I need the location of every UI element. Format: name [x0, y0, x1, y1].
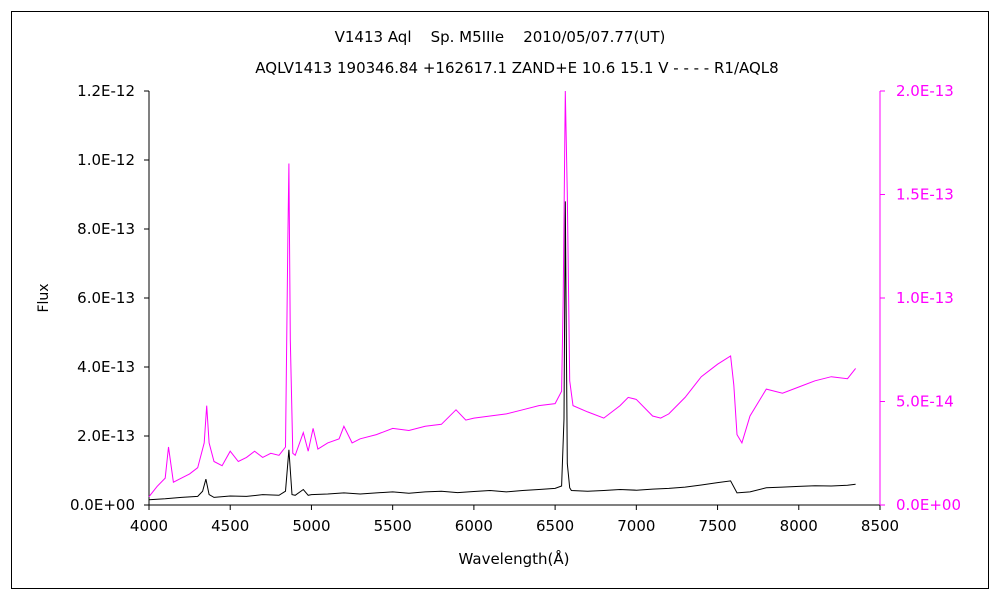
axes: 4000 4500 5000 5500 6000 6500 7000 7500 8000 8500… — [70, 82, 961, 535]
y-tick-label-right: 1.0E-13 — [896, 289, 954, 307]
x-tick-label: 7500 — [698, 517, 736, 535]
y-tick-label-left: 0.0E+00 — [70, 496, 135, 514]
chart-frame — [11, 11, 989, 589]
x-tick-label: 6500 — [536, 517, 574, 535]
x-tick-label: 7000 — [617, 517, 655, 535]
chart-subtitle: AQLV1413 190346.84 +162617.1 ZAND+E 10.6… — [255, 59, 778, 77]
x-tick-label: 5500 — [374, 517, 412, 535]
x-tick-label: 4500 — [211, 517, 249, 535]
series-line-right — [148, 90, 856, 498]
y-tick-label-left: 6.0E-13 — [77, 289, 135, 307]
x-tick-label: 8000 — [780, 517, 818, 535]
y-axis-label: Flux — [36, 283, 52, 312]
series-line-left — [148, 201, 856, 501]
plot-area — [148, 90, 856, 501]
x-tick-label: 6000 — [455, 517, 493, 535]
x-tick-label: 5000 — [292, 517, 330, 535]
y-tick-label-left: 1.0E-12 — [77, 151, 135, 169]
y-tick-label-right: 5.0E-14 — [896, 393, 954, 411]
y-tick-label-left: 2.0E-13 — [77, 427, 135, 445]
y-tick-label-right: 1.5E-13 — [896, 186, 954, 204]
x-axis-label: Wavelength(Å) — [459, 549, 570, 568]
x-tick-label: 8500 — [861, 517, 899, 535]
y-tick-label-left: 1.2E-12 — [77, 82, 135, 100]
y-tick-label-right: 2.0E-13 — [896, 82, 954, 100]
y-tick-label-right: 0.0E+00 — [896, 496, 961, 514]
y-tick-label-left: 4.0E-13 — [77, 358, 135, 376]
x-tick-label: 4000 — [130, 517, 168, 535]
y-tick-label-left: 8.0E-13 — [77, 220, 135, 238]
chart-title: V1413 Aql Sp. M5IIIe 2010/05/07.77(UT) — [335, 28, 666, 46]
